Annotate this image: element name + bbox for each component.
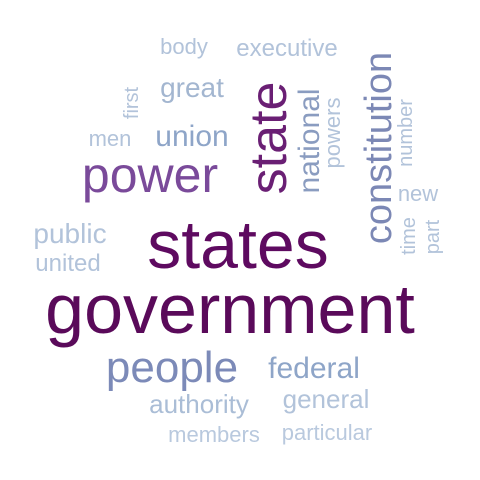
- word-power: power: [82, 147, 218, 203]
- word-executive: executive: [236, 35, 337, 62]
- word-people: people: [106, 343, 238, 392]
- word-government: government: [45, 270, 415, 348]
- word-body: body: [160, 34, 208, 59]
- word-united: united: [35, 250, 100, 277]
- word-public: public: [33, 218, 106, 249]
- word-states: states: [147, 207, 328, 283]
- word-authority: authority: [149, 389, 249, 419]
- word-general: general: [283, 384, 370, 414]
- word-men: men: [89, 126, 132, 151]
- word-new: new: [398, 181, 438, 206]
- word-state: state: [240, 82, 298, 195]
- word-national: national: [293, 88, 326, 193]
- word-powers: powers: [320, 98, 345, 169]
- word-part: part: [422, 219, 444, 254]
- word-members: members: [168, 422, 260, 447]
- word-constitution: constitution: [358, 52, 400, 244]
- word-federal: federal: [268, 352, 360, 385]
- word-union: union: [155, 120, 228, 153]
- word-number: number: [395, 99, 417, 167]
- word-time: time: [398, 217, 420, 255]
- word-first: first: [121, 86, 143, 119]
- word-particular: particular: [282, 420, 372, 445]
- word-great: great: [160, 72, 224, 103]
